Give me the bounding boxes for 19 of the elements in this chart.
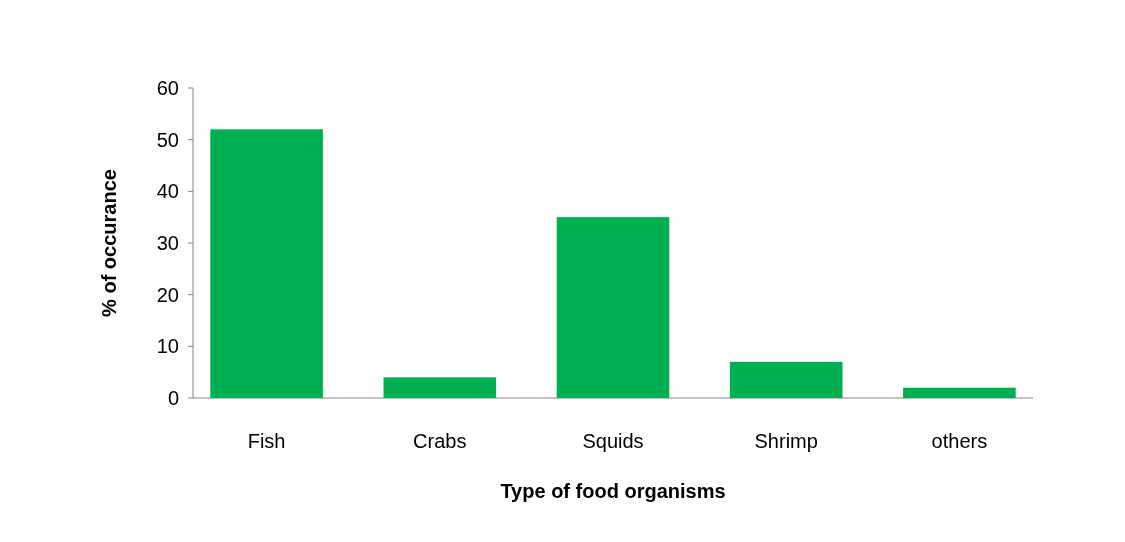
bar [383, 377, 497, 398]
y-tick-label: 0 [167, 387, 179, 409]
y-tick-label: 60 [156, 77, 179, 99]
bar [556, 217, 670, 398]
x-tick-label: Shrimp [754, 430, 818, 452]
y-tick-label: 30 [156, 232, 179, 254]
y-tick-label: 10 [156, 335, 179, 358]
y-tick-label: 50 [156, 128, 179, 151]
x-tick-label: others [931, 430, 988, 452]
x-tick-label: Squids [582, 430, 644, 452]
x-tick-label: Crabs [413, 430, 467, 452]
x-tick-label: Fish [247, 430, 286, 452]
bar [210, 129, 323, 398]
y-tick-label: 40 [156, 180, 179, 203]
bar [903, 387, 1016, 398]
x-axis-title: Type of food organisms [500, 480, 726, 502]
y-tick-label: 20 [156, 283, 179, 306]
bar [729, 361, 843, 398]
y-axis-title: % of occurance [98, 169, 120, 317]
